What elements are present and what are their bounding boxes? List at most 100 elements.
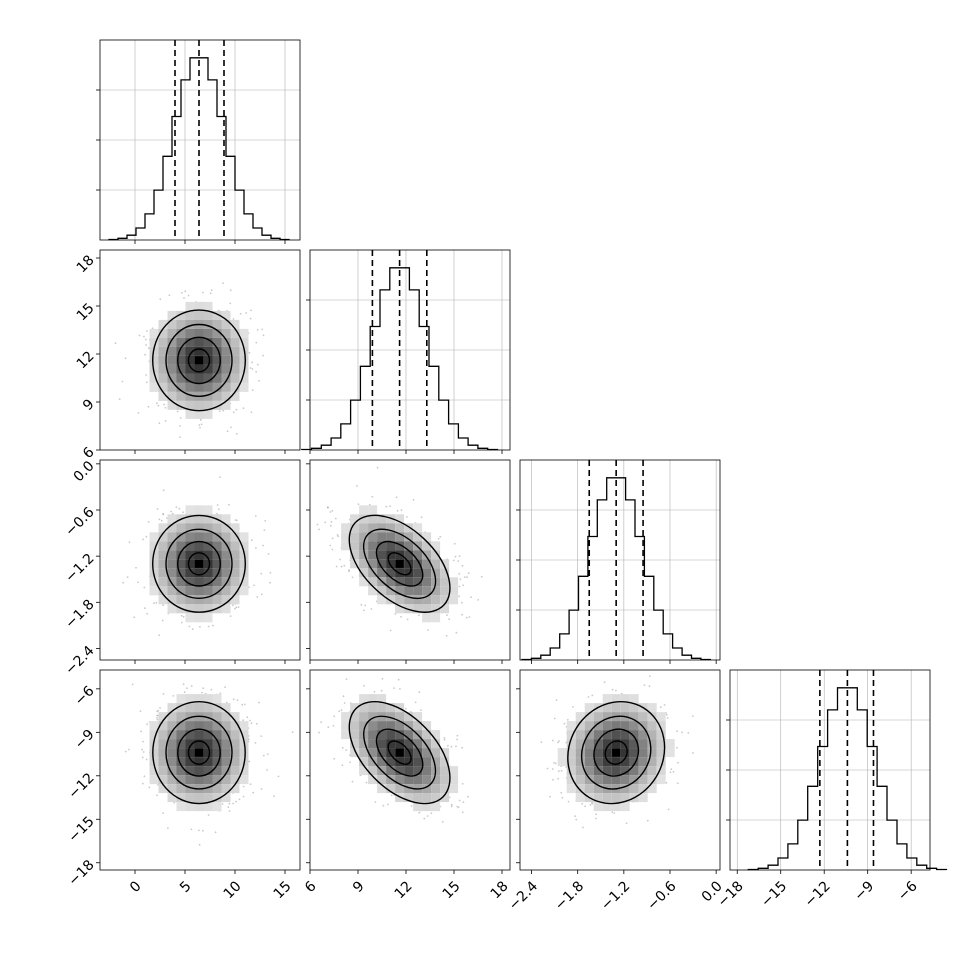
density-cell (359, 766, 369, 776)
density-cell (602, 721, 612, 731)
sample-point (669, 771, 672, 774)
density-cell (167, 337, 177, 347)
sample-point (399, 688, 401, 690)
sample-point (260, 572, 263, 575)
density-cell (158, 577, 168, 587)
density-cell (203, 514, 213, 524)
density-cell (185, 559, 195, 569)
density-cell (194, 541, 204, 551)
density-cell (350, 523, 360, 533)
sample-point (461, 811, 464, 814)
sample-point (235, 408, 238, 411)
density-cell (212, 766, 222, 776)
density-cell (203, 409, 213, 419)
sample-point (216, 504, 219, 506)
density-cell (377, 550, 387, 560)
sample-point (261, 328, 263, 331)
density-cell (665, 748, 675, 758)
density-cell (185, 328, 195, 338)
sample-point (143, 586, 146, 589)
sample-point (139, 710, 142, 712)
sample-point (273, 795, 275, 798)
density-cell (176, 523, 186, 533)
sample-point (239, 312, 242, 315)
sample-point (258, 379, 260, 382)
density-cell (647, 748, 657, 758)
sample-point (250, 411, 253, 414)
density-cell (221, 739, 231, 749)
density-cell (203, 337, 213, 347)
density-cell (620, 703, 630, 713)
sample-point (172, 695, 175, 697)
scatter-panel-0-2 (96, 459, 301, 664)
density-cell (620, 748, 630, 758)
density-cell (404, 748, 414, 758)
contour-2 (362, 528, 437, 600)
sample-point (553, 762, 555, 764)
density-cell (221, 595, 231, 605)
sample-point (406, 516, 408, 518)
sample-point (181, 291, 183, 294)
density-cell (431, 586, 441, 596)
density-cell (647, 712, 657, 722)
density-cell (386, 559, 396, 569)
density-cell (212, 319, 222, 329)
density-cell (176, 694, 186, 704)
density-cell (203, 703, 213, 713)
density-cell (440, 775, 450, 785)
density-cell (221, 559, 231, 569)
sample-point (677, 761, 679, 764)
sample-point (318, 528, 320, 531)
density-cell (422, 532, 432, 542)
density-cell (647, 766, 657, 776)
sample-point (145, 535, 148, 538)
sample-point (389, 629, 392, 632)
density-cell (185, 703, 195, 713)
density-cell (566, 721, 576, 731)
y-tick-label-2-1: −1.8 (62, 597, 97, 632)
density-cell (221, 364, 231, 374)
density-cell (620, 802, 630, 812)
density-cell (440, 586, 450, 596)
sample-point (461, 746, 463, 749)
sample-point (343, 702, 346, 704)
x-tick-label-3-0: −18 (715, 878, 747, 910)
density-cell (350, 721, 360, 731)
density-cell (368, 586, 378, 596)
sample-point (156, 794, 158, 797)
panel-frame (99, 459, 301, 661)
sample-point (365, 781, 368, 784)
sample-point (611, 688, 614, 691)
sample-point (188, 625, 191, 628)
sample-point (122, 581, 125, 584)
sample-point (611, 811, 614, 813)
density-cell (167, 541, 177, 551)
sample-point (124, 357, 127, 360)
density-cell (350, 550, 360, 560)
density-peak (395, 559, 404, 568)
scatter-panel-2-3 (516, 669, 721, 874)
density-cell (185, 550, 195, 560)
density-cell (230, 364, 240, 374)
histogram-step-line (301, 267, 499, 451)
density-cell (185, 541, 195, 551)
y-tick-label-3-3: −9 (72, 727, 98, 753)
density-cell (386, 730, 396, 740)
sample-point (144, 353, 147, 356)
sample-point (171, 512, 174, 515)
density-cell (413, 550, 423, 560)
density-cell (158, 373, 168, 383)
density-cell (221, 382, 231, 392)
density-cell (176, 577, 186, 587)
density-cell (149, 532, 159, 542)
sample-point (156, 716, 158, 719)
sample-point (228, 503, 230, 506)
density-cell (431, 595, 441, 605)
density-cell (176, 319, 186, 329)
sample-point (327, 506, 329, 508)
density-cell (395, 595, 405, 605)
sample-point (426, 815, 429, 817)
density-cell (611, 766, 621, 776)
density-cell (413, 523, 423, 533)
sample-point (625, 822, 628, 825)
